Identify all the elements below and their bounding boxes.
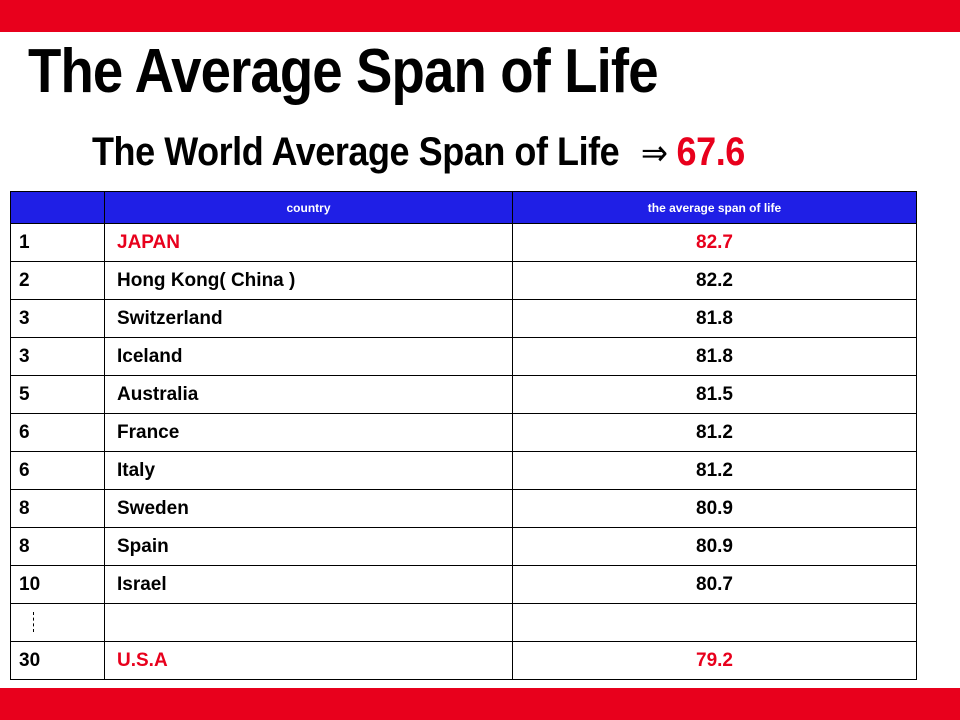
table-row: 2 Hong Kong( China ) 82.2 [10, 261, 917, 300]
life-span-cell: 81.8 [512, 337, 917, 376]
table-row: 6 France 81.2 [10, 413, 917, 452]
country-cell: Hong Kong( China ) [104, 261, 513, 300]
life-span-cell: 81.2 [512, 451, 917, 490]
life-span-cell: 81.5 [512, 375, 917, 414]
table-row: 8 Sweden 80.9 [10, 489, 917, 528]
rank-cell: 8 [10, 489, 105, 528]
table-row: 6 Italy 81.2 [10, 451, 917, 490]
rank-cell: 3 [10, 337, 105, 376]
rank-cell: 6 [10, 413, 105, 452]
rank-cell: 3 [10, 299, 105, 338]
header-rank [10, 191, 105, 224]
country-cell: Italy [104, 451, 513, 490]
table-row: 3 Switzerland 81.8 [10, 299, 917, 338]
life-span-cell: 82.2 [512, 261, 917, 300]
country-cell: Australia [104, 375, 513, 414]
table-header-row: country the average span of life [10, 191, 917, 224]
rank-cell: 5 [10, 375, 105, 414]
table-row: 30 U.S.A 79.2 [10, 641, 917, 680]
country-cell: Sweden [104, 489, 513, 528]
country-cell: Switzerland [104, 299, 513, 338]
arrow-icon: ⇒ [640, 133, 668, 174]
country-cell: U.S.A [104, 641, 513, 680]
rank-cell: 8 [10, 527, 105, 566]
rank-cell: 1 [10, 223, 105, 262]
table-row: 8 Spain 80.9 [10, 527, 917, 566]
subtitle: The World Average Span of Life ⇒ 67.6 [92, 130, 745, 175]
page-title: The Average Span of Life [28, 37, 659, 106]
life-span-cell: 80.7 [512, 565, 917, 604]
life-span-cell: 82.7 [512, 223, 917, 262]
table-row: 3 Iceland 81.8 [10, 337, 917, 376]
life-span-cell: 81.2 [512, 413, 917, 452]
life-span-cell: 80.9 [512, 489, 917, 528]
vertical-ellipsis-icon [33, 612, 36, 633]
life-span-cell: 79.2 [512, 641, 917, 680]
table-row: 5 Australia 81.5 [10, 375, 917, 414]
header-country: country [104, 191, 513, 224]
rank-cell: 6 [10, 451, 105, 490]
rank-cell: 2 [10, 261, 105, 300]
world-average-value: 67.6 [676, 130, 746, 174]
country-cell: Iceland [104, 337, 513, 376]
rank-cell: 10 [10, 565, 105, 604]
rank-cell: 30 [10, 641, 105, 680]
country-cell: Israel [104, 565, 513, 604]
rank-cell [10, 603, 105, 642]
country-cell: JAPAN [104, 223, 513, 262]
header-life-span: the average span of life [512, 191, 917, 224]
table-row: 1 JAPAN 82.7 [10, 223, 917, 262]
table-body: 1 JAPAN 82.7 2 Hong Kong( China ) 82.2 3 Switze… [10, 223, 917, 680]
life-span-table: country the average span of life 1 JAPAN 8… [10, 191, 917, 680]
life-span-cell: 81.8 [512, 299, 917, 338]
country-cell: Spain [104, 527, 513, 566]
table-row [10, 603, 917, 642]
country-cell: France [104, 413, 513, 452]
country-cell [104, 603, 513, 642]
life-span-cell [512, 603, 917, 642]
table-row: 10 Israel 80.7 [10, 565, 917, 604]
life-span-cell: 80.9 [512, 527, 917, 566]
bottom-red-bar [0, 688, 960, 720]
subtitle-text: The World Average Span of Life [92, 130, 620, 174]
top-red-bar [0, 0, 960, 32]
